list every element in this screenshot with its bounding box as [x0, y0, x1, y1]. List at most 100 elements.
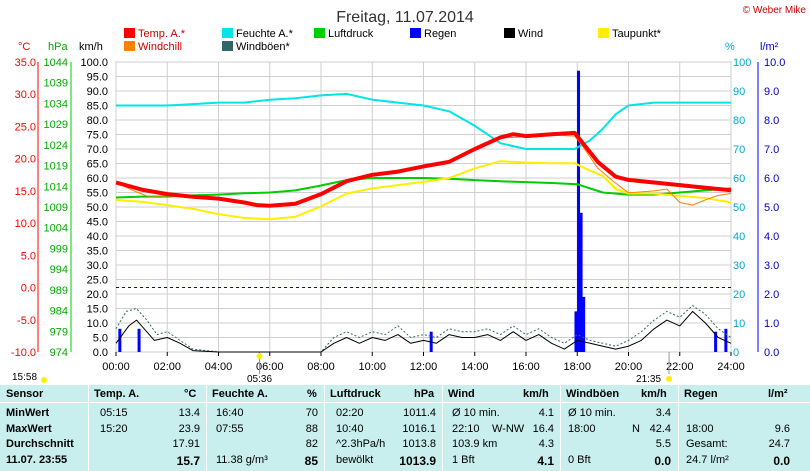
chart-title: Freitag, 11.07.2014	[336, 9, 474, 26]
header-sensor: Sensor	[6, 388, 44, 400]
temp-tick-label: -5.0	[17, 315, 36, 327]
rain-axis-unit: l/m²	[760, 41, 779, 53]
summary-hum-time-cell: 11.38 g/m³	[216, 453, 268, 466]
temp-axis-unit: °C	[18, 41, 30, 53]
column-separator	[324, 385, 325, 471]
rain-tick-label: 2.0	[764, 289, 779, 301]
pressure-tick-label: 1014	[44, 181, 68, 193]
summary-rain-val-cell: 9.6	[774, 422, 790, 435]
pressure-tick-label: 994	[50, 264, 68, 276]
rain-bar	[724, 328, 728, 352]
column-separator	[206, 385, 207, 471]
summary-temp-val-cell: 17.91	[172, 438, 200, 450]
sunrise-sun-icon	[256, 353, 263, 359]
legend-label: Windböen*	[236, 41, 291, 53]
rain-bar	[577, 70, 581, 352]
temp-tick-label: -10.0	[11, 347, 36, 359]
wind-tick-label: 90.0	[87, 86, 108, 98]
time-tick-label: 02:00	[153, 361, 181, 373]
legend-swatch	[124, 41, 135, 51]
legend-label: Windchill	[138, 41, 182, 53]
summary-press-time-cell: 02:20	[336, 407, 364, 419]
wind-tick-label: 85.0	[87, 101, 108, 113]
header-gust: Windböen	[566, 388, 620, 400]
rain-tick-label: 5.0	[764, 202, 779, 214]
summary-temp-val-cell: 13.4	[178, 407, 200, 419]
column-separator	[560, 385, 561, 471]
summary-rain-label-cell: Gesamt:	[686, 438, 728, 450]
wind-tick-label: 0.0	[93, 347, 108, 359]
header-humidity-unit: %	[307, 388, 317, 400]
series-line-taupunkt	[115, 160, 732, 221]
legend-swatch	[222, 28, 233, 38]
time-tick-label: 10:00	[358, 361, 386, 373]
wind-tick-label: 75.0	[87, 130, 108, 142]
time-tick-label: 08:00	[307, 361, 335, 373]
pressure-tick-label: 984	[50, 306, 68, 318]
humidity-tick-label: 70	[733, 144, 745, 156]
wind-tick-label: 30.0	[87, 260, 108, 272]
header-temp: Temp. A.	[94, 388, 140, 400]
humidity-tick-label: 90	[733, 86, 745, 98]
summary-label-cell: MinWert	[6, 407, 50, 419]
weather-chart-area: Freitag, 11.07.2014 © Weber Mike Temp. A.*…	[11, 5, 807, 385]
pressure-tick-label: 1029	[44, 119, 68, 131]
legend-label: Luftdruck	[328, 28, 374, 40]
temp-tick-label: 25.0	[15, 121, 36, 133]
summary-press-val-cell: 1011.4	[403, 407, 436, 419]
header-wind: Wind	[448, 388, 475, 400]
summary-temp-time-cell: 15:20	[100, 422, 128, 435]
summary-press-val-cell: 1013.8	[402, 438, 436, 450]
rain-tick-label: 10.0	[764, 57, 785, 69]
time-tick-label: 24:00	[717, 361, 745, 373]
sunset-sun-icon	[666, 376, 673, 382]
summary-wind-val-cell: 16.4	[532, 422, 554, 435]
wind-tick-label: 100.0	[80, 57, 108, 69]
pressure-tick-label: 1044	[44, 57, 68, 69]
rain-tick-label: 7.0	[764, 144, 779, 156]
summary-gust-val-cell: 5.5	[655, 438, 671, 450]
summary-table: Sensor Temp. A. °C Feuchte A. % Luftdruc…	[0, 385, 810, 471]
humidity-tick-label: 100	[733, 57, 751, 69]
summary-temp-val-cell: 23.9	[178, 422, 200, 435]
summary-wind-label-cell: 103.9 km	[452, 438, 498, 450]
wind-tick-label: 15.0	[87, 304, 108, 316]
rain-tick-label: 4.0	[764, 231, 779, 243]
legend-label: Feuchte A.*	[236, 28, 294, 40]
summary-wind-val-cell: 4.1	[538, 407, 554, 419]
summary-wind-label-cell: 1 Bft	[452, 453, 475, 466]
legend-label: Wind	[518, 28, 543, 40]
summary-hum-val-cell: 82	[305, 438, 318, 450]
time-tick-label: 14:00	[461, 361, 489, 373]
pressure-axis-unit: hPa	[48, 41, 68, 53]
series-line-luftdruck	[115, 177, 732, 199]
header-pressure: Luftdruck	[330, 388, 381, 400]
header-rain: Regen	[684, 388, 718, 400]
summary-rain-val-cell: 0.0	[773, 453, 790, 468]
summary-hum-time-cell: 16:40	[216, 407, 244, 419]
pressure-tick-label: 1019	[44, 161, 68, 173]
rain-tick-label: 3.0	[764, 260, 779, 272]
summary-hum-time-cell: 07:55	[216, 422, 244, 435]
summary-label-cell: 11.07. 23:55	[6, 453, 68, 466]
humidity-tick-label: 80	[733, 115, 745, 127]
humidity-tick-label: 60	[733, 173, 745, 185]
temp-tick-label: 15.0	[15, 186, 36, 198]
wind-tick-label: 25.0	[87, 275, 108, 287]
summary-hum-val-cell: 88	[305, 422, 318, 435]
temp-tick-label: 30.0	[15, 89, 36, 101]
current-time-label: 15:58	[12, 372, 37, 383]
header-gust-unit: km/h	[641, 388, 667, 400]
summary-press-val-cell: 1013.9	[399, 453, 436, 468]
summary-press-time-cell: 10:40	[336, 422, 364, 435]
time-tick-label: 06:00	[256, 361, 284, 373]
summary-label-cell: Durchschnitt	[6, 438, 74, 450]
column-separator	[442, 385, 443, 471]
pressure-tick-label: 974	[50, 347, 68, 359]
wind-tick-label: 40.0	[87, 231, 108, 243]
rain-tick-label: 9.0	[764, 86, 779, 98]
summary-gust-val-cell: 42.4	[649, 422, 671, 435]
column-separator	[88, 385, 89, 471]
legend-swatch	[124, 28, 135, 38]
pressure-tick-label: 979	[50, 326, 68, 338]
